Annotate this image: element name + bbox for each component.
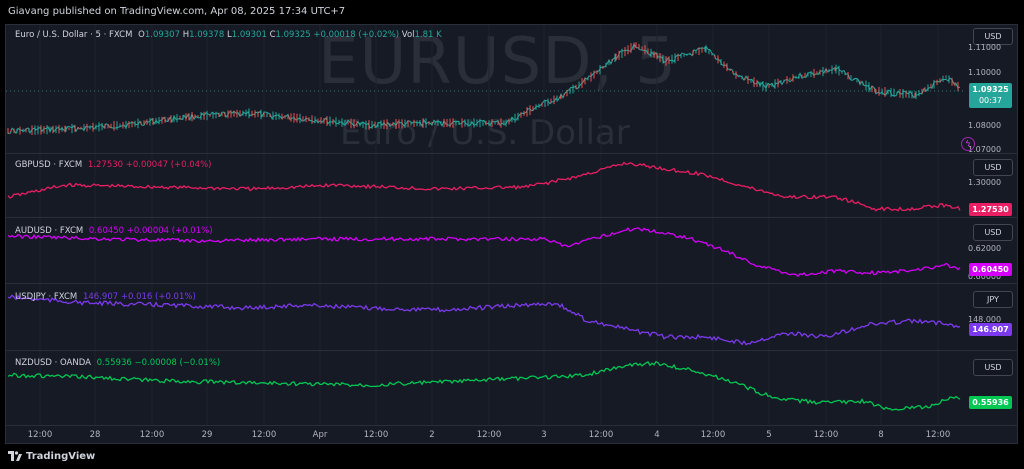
legend-symbol: Euro / U.S. Dollar · 5 · FXCM (15, 30, 133, 40)
scale-label: 0.62000 (968, 244, 1002, 253)
legend-change: +0.00047 (+0.04%) (125, 160, 212, 170)
legend-price: 0.55936 (96, 358, 132, 368)
price-series-line (7, 360, 961, 411)
legend-close-label: C (269, 30, 276, 40)
time-axis-label: 12:00 (251, 430, 277, 440)
legend-price: 0.60450 (88, 226, 125, 236)
time-axis-label: 4 (654, 430, 660, 440)
last-price-eurusd: 1.09325 00:37 (969, 83, 1012, 108)
flash-icon[interactable]: ϟ (961, 137, 975, 151)
scale-label: 1.11000 (968, 43, 1002, 52)
price-series-line (7, 161, 961, 212)
time-axis-label: 12:00 (139, 430, 165, 440)
currency-button-eurusd[interactable]: USD (973, 28, 1013, 45)
currency-button-audusd[interactable]: USD (973, 224, 1013, 241)
legend-change: −0.00008 (−0.01%) (134, 358, 221, 368)
legend-close: 1.09325 (275, 30, 311, 40)
last-price-audusd: 0.60450 (969, 263, 1012, 276)
scale-label: 148.000 (968, 315, 1002, 324)
legend-price: 1.27530 (87, 160, 124, 170)
pane-separator[interactable] (6, 350, 1017, 351)
watermark-symbol: EURUSD, 5 (318, 25, 677, 99)
legend-volume-label: Vol (401, 30, 415, 40)
last-price-gbpusd: 1.27530 (969, 203, 1012, 216)
time-axis[interactable]: 12:00 28 12:00 29 12:00 Apr 12:00 2 12:00 3 12:00 4… (6, 425, 1017, 443)
legend-nzdusd[interactable]: NZDUSD · OANDA 0.55936 −0.00008 (−0.01%) (15, 358, 220, 368)
price-plot[interactable] (6, 25, 964, 425)
legend-symbol: NZDUSD · OANDA (15, 358, 91, 368)
watermark-description: Euro / U.S. Dollar (340, 113, 630, 153)
time-axis-label: 3 (541, 430, 547, 440)
legend-symbol: AUDUSD · FXCM (15, 226, 84, 236)
pane-separator[interactable] (6, 283, 1017, 284)
legend-open-label: O (138, 30, 145, 40)
legend-symbol: USDJPY · FXCM (15, 292, 78, 302)
price-series-line (7, 227, 961, 278)
legend-audusd[interactable]: AUDUSD · FXCM 0.60450 +0.00004 (+0.01%) (15, 226, 213, 236)
time-axis-label: 28 (89, 430, 101, 440)
currency-button-nzdusd[interactable]: USD (973, 359, 1013, 376)
publish-header: Giavang published on TradingView.com, Ap… (0, 0, 1024, 24)
legend-change: +0.016 (+0.01%) (120, 292, 196, 302)
last-price-nzdusd: 0.55936 (969, 396, 1012, 409)
currency-button-gbpusd[interactable]: USD (973, 159, 1013, 176)
currency-button-usdjpy[interactable]: JPY (973, 291, 1013, 308)
time-axis-label: 12:00 (588, 430, 614, 440)
time-axis-label: 12:00 (925, 430, 951, 440)
scale-label: 1.08000 (968, 121, 1002, 130)
chart-area[interactable]: EURUSD, 5 Euro / U.S. Dollar Euro / U.S.… (5, 24, 1018, 444)
legend-open: 1.09307 (144, 30, 180, 40)
legend-usdjpy[interactable]: USDJPY · FXCM 146.907 +0.016 (+0.01%) (15, 292, 196, 302)
time-axis-label: 2 (429, 430, 435, 440)
pane-separator[interactable] (6, 153, 1017, 154)
price-series-line (7, 294, 961, 346)
legend-price: 146.907 (82, 292, 119, 302)
footer: TradingView (0, 444, 1024, 469)
legend-eurusd[interactable]: Euro / U.S. Dollar · 5 · FXCM O1.09307 H… (15, 30, 442, 40)
legend-symbol: GBPUSD · FXCM (15, 160, 83, 170)
bar-countdown: 00:37 (978, 96, 1003, 105)
time-axis-label: Apr (312, 430, 328, 440)
scale-label: 1.30000 (968, 178, 1002, 187)
time-axis-label: 12:00 (700, 430, 726, 440)
time-axis-label: 12:00 (27, 430, 53, 440)
last-price-value: 1.09325 (972, 85, 1009, 94)
scale-label: 0.60000 (968, 272, 1002, 281)
legend-low-label: L (226, 30, 232, 40)
scale-label: 1.07000 (968, 145, 1002, 154)
legend-volume: 1.81 K (414, 30, 442, 40)
scale-label: 1.10000 (968, 68, 1002, 77)
price-series-line (7, 42, 961, 135)
time-axis-label: 12:00 (476, 430, 502, 440)
legend-gbpusd[interactable]: GBPUSD · FXCM 1.27530 +0.00047 (+0.04%) (15, 160, 211, 170)
time-axis-label: 5 (766, 430, 772, 440)
time-axis-label: 12:00 (813, 430, 839, 440)
time-axis-label: 12:00 (363, 430, 389, 440)
legend-high-label: H (182, 30, 190, 40)
footer-brand: TradingView (26, 451, 96, 462)
time-axis-label: 8 (878, 430, 884, 440)
legend-high: 1.09378 (189, 30, 225, 40)
time-axis-label: 29 (201, 430, 213, 440)
tradingview-logo-icon (8, 451, 22, 461)
legend-low: 1.09301 (231, 30, 267, 40)
legend-change: +0.00004 (+0.01%) (126, 226, 213, 236)
legend-change: +0.00018 (+0.02%) (313, 30, 400, 40)
pane-separator[interactable] (6, 217, 1017, 218)
last-price-usdjpy: 146.907 (969, 323, 1012, 336)
publish-info: Giavang published on TradingView.com, Ap… (8, 6, 346, 17)
